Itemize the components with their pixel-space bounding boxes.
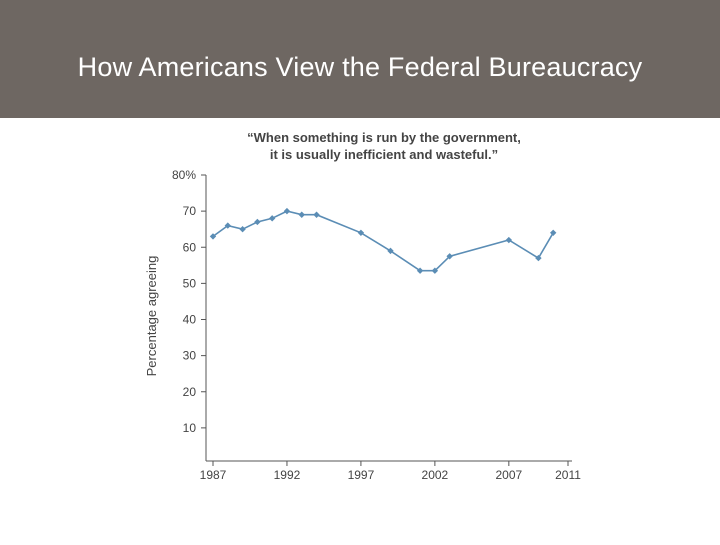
y-tick-label: 30 [183,349,197,363]
chart-container: “When something is run by the government… [0,118,720,540]
x-tick-label: 1992 [274,468,301,482]
title-bar [0,0,720,118]
data-point [239,225,246,233]
data-point [446,253,453,260]
data-point [209,233,217,240]
data-point [387,247,394,255]
axes [205,175,572,462]
y-tick-label: 20 [183,385,197,399]
chart-subtitle-line-2: it is usually inefficient and wasteful.” [270,147,498,162]
series-line [212,210,554,272]
y-tick-label: 10 [183,421,197,435]
x-tick-label: 1997 [348,468,375,482]
slide-title: How Americans View the Federal Bureaucra… [77,52,643,82]
y-tick-label: 40 [183,313,197,327]
y-axis-label: Percentage agreeing [144,256,159,377]
data-point [313,211,320,218]
data-point [505,236,513,244]
y-tick-label: 50 [183,276,197,290]
line-chart: “When something is run by the government… [144,130,581,482]
x-tick-label: 1987 [200,468,227,482]
y-tick-label: 70 [183,204,197,218]
y-tick-label: 80% [172,168,196,182]
chart-subtitle: “When something is run by the government… [247,130,521,162]
chart-subtitle-line-1: “When something is run by the government… [247,130,521,145]
data-point [550,229,557,236]
data-point [254,218,261,226]
data-point [268,215,276,222]
plot-area [209,207,557,274]
data-point [431,267,439,274]
x-tick-label: 2007 [495,468,522,482]
x-tick-label: 2011 [555,468,581,482]
data-point [416,267,424,274]
y-tick-label: 60 [183,240,197,254]
data-point [224,222,231,229]
data-point [298,211,305,218]
data-point [357,229,365,236]
data-point [535,254,542,262]
data-point [283,207,291,215]
ticks: 80% 70 60 50 40 30 20 10 1987 1992 1997 2002 2007 201… [172,168,581,482]
x-tick-label: 2002 [422,468,449,482]
